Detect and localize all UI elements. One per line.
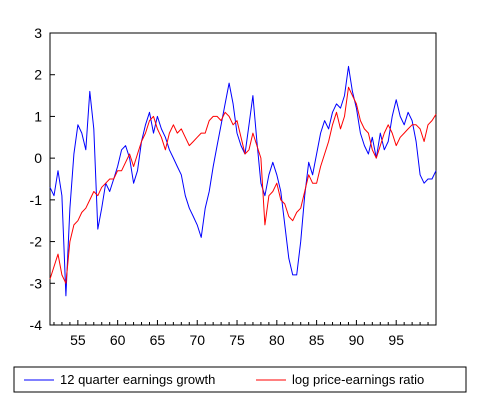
y-tick-label: 1 [34,108,42,124]
legend-label-earnings-growth: 12 quarter earnings growth [60,372,215,387]
x-axis: 55 60 65 70 75 80 85 90 95 [53,320,437,348]
y-tick-label: 0 [34,150,42,166]
series-lines [49,65,437,297]
x-tick-label: 65 [150,332,166,348]
x-tick-label: 80 [269,332,285,348]
x-tick-label: 95 [388,332,404,348]
legend-label-log-pe-ratio: log price-earnings ratio [292,372,424,387]
plot-frame [49,32,437,326]
series-line-log-pe-ratio [49,86,437,284]
x-tick-label: 55 [70,332,86,348]
y-axis: -4 -3 -2 -1 0 1 2 3 [30,25,55,333]
x-tick-label: 85 [309,332,325,348]
x-tick-label: 70 [189,332,205,348]
y-tick-label: -1 [30,192,43,208]
x-tick-label: 60 [110,332,126,348]
y-tick-label: -3 [30,275,43,291]
legend: 12 quarter earnings growth log price-ear… [13,366,467,393]
y-tick-label: 2 [34,67,42,83]
x-tick-label: 75 [229,332,245,348]
y-tick-label: -2 [30,234,43,250]
y-tick-label: -4 [30,317,43,333]
x-tick-label: 90 [349,332,365,348]
y-tick-label: 3 [34,25,42,41]
legend-box [13,366,467,393]
